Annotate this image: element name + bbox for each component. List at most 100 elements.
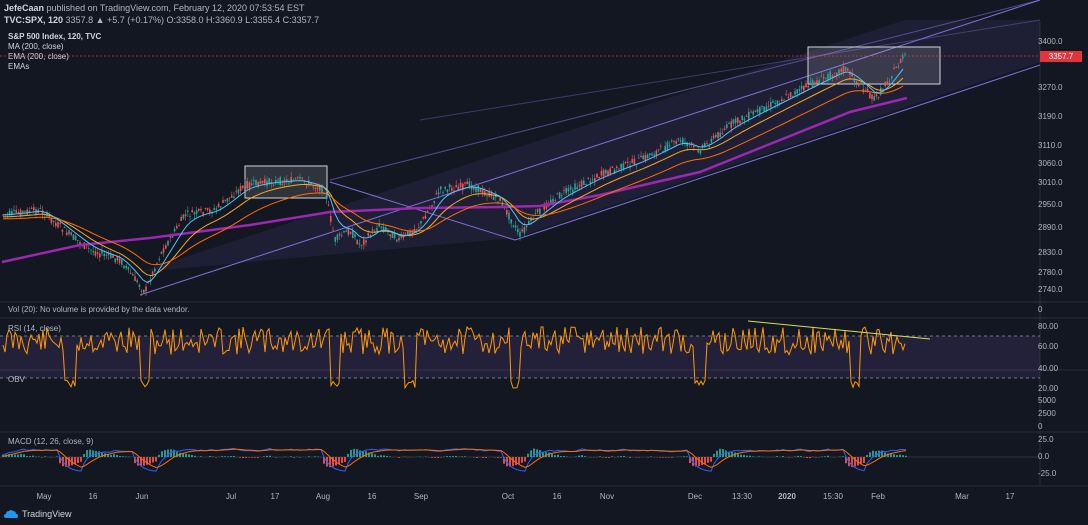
candle-body [2, 214, 4, 216]
macd-pane-label[interactable]: MACD (12, 26, close, 9) [8, 437, 94, 446]
legend-emas[interactable]: EMAs [8, 62, 30, 71]
candle-body [778, 103, 781, 104]
candle-body [103, 253, 105, 256]
macd-hist-bar [620, 456, 622, 457]
macd-hist-bar [707, 457, 709, 463]
candle-body [598, 176, 600, 178]
vol-pane-label[interactable]: Vol (20): No volume is provided by the d… [8, 305, 190, 314]
candle-body [195, 210, 198, 214]
macd-hist-bar [44, 456, 46, 457]
candle-body [827, 73, 829, 81]
macd-hist-bar [371, 453, 373, 457]
macd-hist-bar [800, 456, 802, 457]
candle-body [655, 150, 658, 156]
macd-hist-bar [752, 456, 754, 457]
candle-body [893, 67, 895, 70]
tradingview-logo[interactable]: TradingView [4, 509, 72, 519]
rsi-pane-label[interactable]: RSI (14, close) [8, 324, 61, 333]
publisher-line: JefeCaan published on TradingView.com, F… [4, 3, 305, 13]
candle-body [237, 189, 240, 194]
candle-body [226, 198, 229, 202]
candle-body [376, 228, 378, 231]
symbol-label[interactable]: TVC:SPX, 120 [4, 15, 64, 25]
macd-hist-bar [341, 457, 343, 464]
macd-hist-bar [509, 457, 511, 467]
macd-hist-bar [11, 454, 13, 457]
macd-hist-bar [608, 457, 610, 458]
candle-body [385, 227, 387, 231]
candle-body [41, 210, 44, 215]
macd-hist-bar [182, 453, 184, 457]
candle-body [849, 71, 851, 75]
candle-body [642, 155, 644, 160]
candle-body [677, 138, 680, 140]
legend-ma200[interactable]: MA (200, close) [8, 42, 64, 51]
candle-body [233, 196, 235, 198]
candle-body [501, 202, 504, 207]
candle-body [684, 141, 686, 143]
macd-hist-bar [503, 457, 505, 464]
candle-body [332, 229, 334, 231]
macd-hist-bar [164, 450, 166, 457]
time-tick: 15:30 [822, 492, 844, 501]
candle-body [479, 188, 482, 193]
candle-body [217, 203, 220, 207]
candle-body [462, 183, 464, 190]
obv-pane-label[interactable]: OBV [8, 375, 25, 384]
candle-body [814, 82, 816, 85]
candle-body [690, 142, 693, 145]
macd-hist-bar [314, 456, 316, 457]
rsi-line [2, 325, 906, 390]
candle-body [347, 228, 350, 235]
candle-body [94, 251, 97, 256]
macd-hist-bar [884, 452, 886, 457]
candle-body [794, 91, 796, 95]
macd-hist-bar [746, 455, 748, 457]
quote-text: 3357.8 ▲ +5.7 (+0.17%) O:3358.0 H:3360.9… [65, 15, 320, 25]
price-tick: 2830.0 [1038, 248, 1063, 257]
candle-body [864, 91, 867, 93]
candle-body [380, 226, 383, 228]
candle-body [866, 88, 869, 92]
candle-body [737, 117, 739, 123]
candle-body [787, 97, 790, 99]
candle-body [591, 179, 594, 181]
candle-body [528, 221, 530, 225]
candle-body [748, 111, 750, 120]
candle-body [671, 140, 673, 142]
macd-hist-bar [347, 453, 349, 457]
macd-hist-bar [71, 457, 73, 466]
candle-body [831, 75, 834, 78]
candle-body [886, 81, 889, 85]
symbol-line: TVC:SPX, 120 3357.8 ▲ +5.7 (+0.17%) O:33… [4, 15, 319, 25]
candle-body [255, 179, 257, 185]
time-tick: 16 [367, 492, 377, 501]
candle-body [851, 72, 853, 77]
candle-body [512, 225, 515, 227]
candle-body [807, 85, 809, 88]
candle-body [574, 183, 576, 190]
candle-body [15, 210, 17, 213]
candle-body [336, 234, 339, 240]
publisher-name[interactable]: JefeCaan [4, 3, 45, 13]
candle-body [224, 199, 226, 201]
candle-body [72, 234, 75, 240]
candle-body [52, 220, 55, 223]
time-tick: Nov [599, 492, 615, 501]
candle-body [653, 154, 655, 156]
candle-body [569, 186, 572, 190]
macd-hist-bar [860, 457, 862, 465]
macd-hist-bar [17, 454, 19, 457]
macd-hist-bar [332, 457, 334, 467]
macd-hist-bar [686, 456, 688, 457]
macd-hist-bar [905, 455, 907, 457]
candle-body [92, 251, 94, 253]
time-tick: May [36, 492, 52, 501]
candle-body [325, 195, 328, 200]
candle-body [246, 180, 248, 189]
macd-hist-bar [875, 451, 877, 457]
candle-body [772, 101, 774, 103]
candle-body [657, 149, 660, 151]
legend-ema200[interactable]: EMA (200, close) [8, 52, 69, 61]
